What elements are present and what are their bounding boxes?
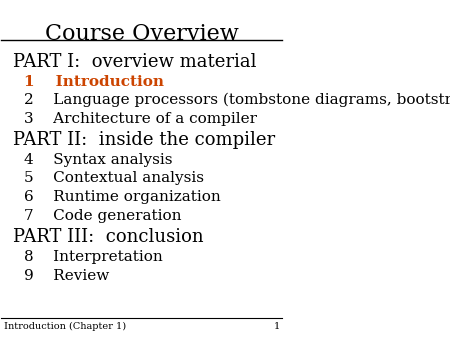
Text: 9    Review: 9 Review [24, 269, 109, 283]
Text: 1: 1 [274, 322, 279, 331]
Text: 2    Language processors (tombstone diagrams, bootstrapping): 2 Language processors (tombstone diagram… [24, 93, 450, 107]
Text: 6    Runtime organization: 6 Runtime organization [24, 190, 220, 204]
Text: PART I:  overview material: PART I: overview material [13, 53, 256, 71]
Text: 1    Introduction: 1 Introduction [24, 75, 164, 89]
Text: 8    Interpretation: 8 Interpretation [24, 250, 162, 264]
Text: Course Overview: Course Overview [45, 23, 239, 45]
Text: 7    Code generation: 7 Code generation [24, 209, 181, 223]
Text: 4    Syntax analysis: 4 Syntax analysis [24, 153, 172, 167]
Text: 5    Contextual analysis: 5 Contextual analysis [24, 171, 204, 185]
Text: Introduction (Chapter 1): Introduction (Chapter 1) [4, 322, 126, 331]
Text: PART III:  conclusion: PART III: conclusion [13, 228, 203, 246]
Text: PART II:  inside the compiler: PART II: inside the compiler [13, 130, 275, 148]
Text: 3    Architecture of a compiler: 3 Architecture of a compiler [24, 112, 257, 126]
